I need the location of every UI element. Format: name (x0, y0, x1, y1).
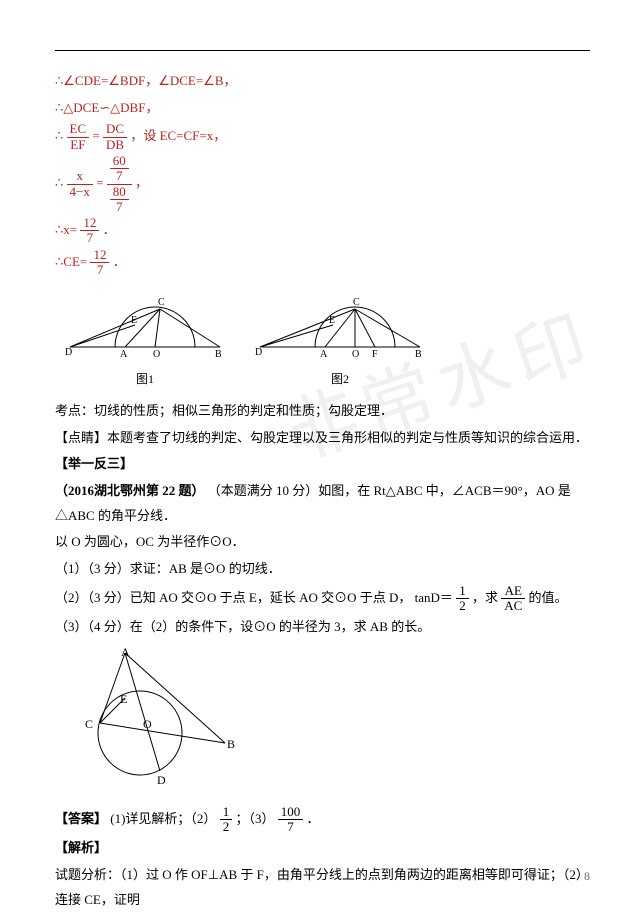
d: 7 (278, 819, 304, 834)
d: 7 (110, 199, 129, 214)
label-C: C (158, 297, 165, 308)
answer-line: 【答案】 (1)详见解析；（2） 1 2 ；（3） 100 7 ． (55, 805, 590, 835)
answer-t3: ． (306, 810, 319, 825)
problem-source: （2016湖北鄂州第 22 题） (55, 483, 205, 498)
l6-pre: ∴CE= (55, 254, 87, 269)
q2-a: （2）（3 分）已知 AO 交⊙O 于点 E，延长 AO 交⊙O 于点 D， t… (55, 589, 453, 604)
frac-num: 12 (90, 248, 109, 262)
q2-b: ，求 (472, 589, 498, 604)
label-O: O (143, 717, 152, 731)
d: AC (501, 598, 525, 613)
step-line-6: ∴CE= 12 7 ． (55, 248, 590, 278)
frac-x-4x: x 4−x (67, 169, 93, 199)
frac-num: DC (103, 122, 127, 136)
label-E: E (120, 692, 127, 706)
step-line-2: ∴△DCE∽△DBF， (55, 96, 590, 121)
label-O: O (352, 349, 359, 357)
kaodian: 考点：切线的性质；相似三角形的判定和性质；勾股定理． (55, 399, 590, 424)
figure-2-svg: D A O B C E F (255, 287, 425, 357)
step-line-1: ∴∠CDE=∠BDF，∠DCE=∠B， (55, 69, 590, 94)
frac-den: 4−x (67, 184, 93, 199)
frac-den: EF (67, 137, 90, 152)
figure-1: D A O B C E 图1 (65, 287, 225, 390)
label-E: E (131, 315, 137, 326)
l4-post: ， (135, 175, 148, 190)
label-A: A (320, 349, 328, 357)
label-B: B (215, 349, 222, 357)
figure-2-caption: 图2 (255, 368, 425, 391)
label-D: D (255, 347, 262, 357)
fenxi-text: 试题分析：（1）过 O 作 OF⊥AB 于 F，由角平分线上的点到角两边的距离相… (55, 863, 590, 912)
label-A: A (120, 349, 128, 357)
frac-num: 12 (80, 216, 99, 230)
frac-num: EC (67, 122, 90, 136)
jiexi-heading: 【解析】 (55, 836, 590, 861)
l6-post: ． (113, 254, 126, 269)
diagram-2: A B C D E O (65, 648, 590, 797)
l4-pre: ∴ (55, 175, 63, 190)
frac-half: 1 2 (456, 584, 469, 614)
figure-row: D A O B C E 图1 D A O B C E F 图2 (65, 287, 590, 390)
label-D: D (65, 347, 72, 357)
label-D: D (157, 773, 166, 787)
l5-pre: ∴x= (55, 222, 77, 237)
frac-12-7b: 12 7 (90, 248, 109, 278)
q2-c: 的值。 (529, 589, 568, 604)
l3-pre: ∴ (55, 128, 63, 143)
problem-q2: （2）（3 分）已知 AO 交⊙O 于点 E，延长 AO 交⊙O 于点 D， t… (55, 584, 590, 614)
label-E: E (329, 315, 335, 326)
problem-q3: （3）（4 分）在（2）的条件下，设⊙O 的半径为 3，求 AB 的长。 (55, 615, 590, 640)
juyi-heading: 【举一反三】 (55, 452, 590, 477)
d: 2 (456, 598, 469, 613)
n: AE (501, 584, 525, 598)
label-A: A (121, 648, 130, 659)
label-B: B (415, 349, 422, 357)
diagram-2-svg: A B C D E O (65, 648, 245, 788)
n: 80 (110, 185, 129, 199)
frac-ec-ef: EC EF (67, 122, 90, 152)
top-rule (55, 50, 590, 51)
n: 100 (278, 805, 304, 819)
d: 7 (110, 168, 129, 183)
l3-mid: ，设 EC=CF=x， (130, 128, 226, 143)
l5-post: ． (103, 222, 116, 237)
frac-den: 7 (80, 230, 99, 245)
problem-q1: （1）（3 分）求证：AB 是⊙O 的切线． (55, 557, 590, 582)
dianjing: 【点睛】本题考查了切线的判定、勾股定理以及三角形相似的判定与性质等知识的综合运用… (55, 426, 590, 451)
step-line-4: ∴ x 4−x = 607 807 ， (55, 154, 590, 214)
label-B: B (227, 737, 235, 751)
nested-num: 607 (107, 154, 132, 184)
frac-ans3: 100 7 (278, 805, 304, 835)
frac-nested: 607 807 (107, 154, 132, 214)
label-O: O (153, 349, 160, 357)
figure-1-svg: D A O B C E (65, 287, 225, 357)
step-line-3: ∴ EC EF = DC DB ，设 EC=CF=x， (55, 122, 590, 152)
d: 2 (220, 819, 233, 834)
page-number: 8 (584, 865, 590, 888)
problem-intro: （2016湖北鄂州第 22 题） （本题满分 10 分）如图，在 Rt△ABC … (55, 479, 590, 528)
frac-ans2: 1 2 (220, 805, 233, 835)
step-line-5: ∴x= 12 7 ． (55, 216, 590, 246)
label-F: F (372, 349, 378, 357)
n: 1 (220, 805, 233, 819)
frac-12-7a: 12 7 (80, 216, 99, 246)
frac-num: x (67, 169, 93, 183)
label-C: C (85, 717, 93, 731)
frac-dc-db: DC DB (103, 122, 127, 152)
answer-t2: ；（3） (235, 810, 274, 825)
answer-label: 【答案】 (55, 810, 107, 825)
answer-t1: (1)详见解析；（2） (110, 810, 216, 825)
n: 1 (456, 584, 469, 598)
label-C: C (353, 297, 360, 308)
figure-1-caption: 图1 (65, 368, 225, 391)
frac-den: DB (103, 137, 127, 152)
n: 60 (110, 154, 129, 168)
frac-den: 7 (90, 262, 109, 277)
problem-intro-2: 以 O 为圆心，OC 为半径作⊙O． (55, 530, 590, 555)
figure-2: D A O B C E F 图2 (255, 287, 425, 390)
nested-den: 807 (107, 184, 132, 215)
frac-ae-ac: AE AC (501, 584, 525, 614)
